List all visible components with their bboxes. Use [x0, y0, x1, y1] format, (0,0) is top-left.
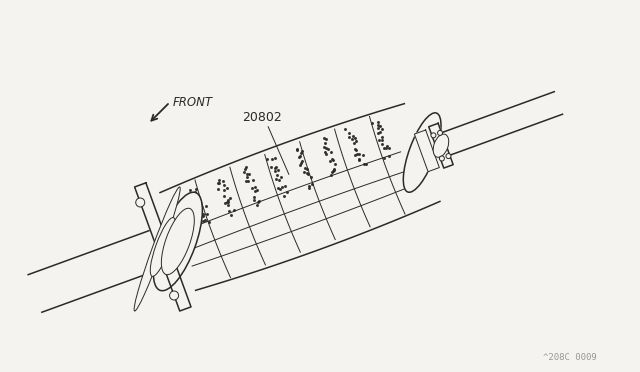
Ellipse shape — [403, 113, 441, 192]
Ellipse shape — [134, 187, 180, 311]
Circle shape — [446, 154, 451, 158]
Text: FRONT: FRONT — [173, 96, 213, 109]
Ellipse shape — [150, 218, 175, 276]
Text: 20802: 20802 — [242, 111, 282, 124]
Circle shape — [136, 198, 145, 207]
Circle shape — [440, 156, 444, 161]
Circle shape — [438, 131, 442, 135]
Polygon shape — [429, 123, 453, 168]
Ellipse shape — [433, 134, 449, 157]
Text: ^208C 0009: ^208C 0009 — [543, 353, 597, 362]
Ellipse shape — [161, 208, 195, 275]
Circle shape — [431, 133, 436, 138]
Polygon shape — [134, 183, 191, 311]
Polygon shape — [414, 130, 439, 171]
Circle shape — [170, 291, 179, 300]
Ellipse shape — [154, 192, 202, 291]
